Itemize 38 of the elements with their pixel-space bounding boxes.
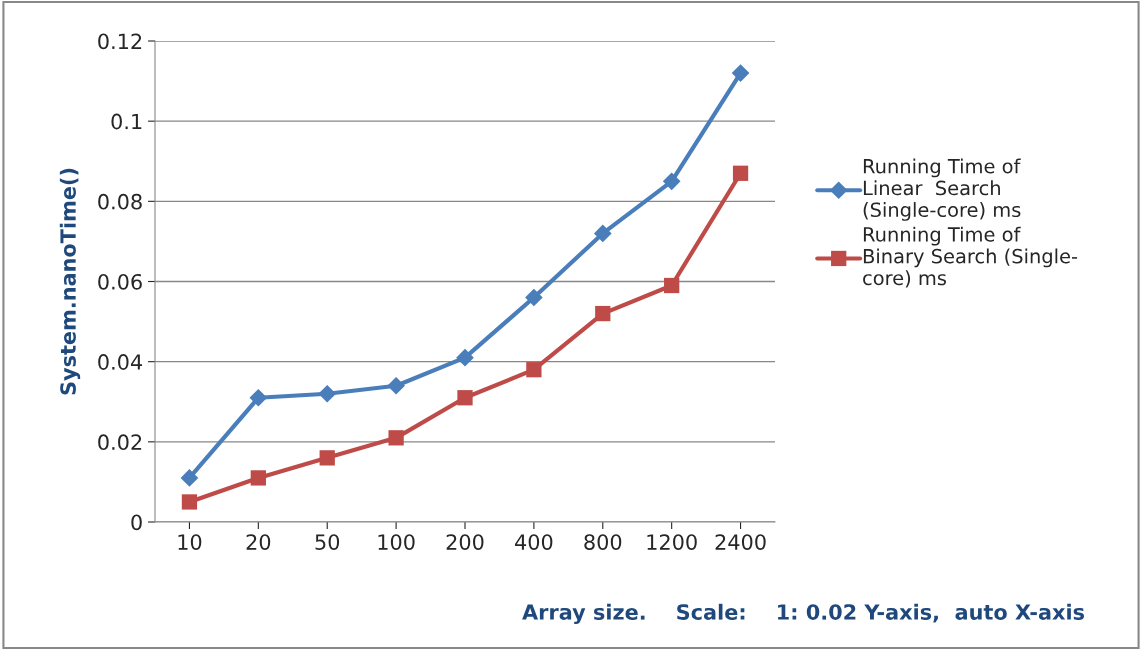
point xyxy=(525,288,543,307)
x-tick-label: 100 xyxy=(378,534,415,550)
point xyxy=(181,494,198,510)
y-tick-label: 0 xyxy=(131,514,142,531)
point xyxy=(250,470,266,486)
y-axis-title: System.nanoTime() xyxy=(59,168,81,395)
y-tick-label: 0.12 xyxy=(98,33,142,50)
x-tick-label: 10 xyxy=(178,534,202,550)
point xyxy=(595,305,611,322)
point xyxy=(180,469,199,487)
point xyxy=(456,348,474,367)
y-tick-label: 0.02 xyxy=(98,434,142,451)
point xyxy=(387,376,405,395)
point xyxy=(318,384,337,403)
point xyxy=(526,362,542,378)
x-axis-title: Array size. Scale: 1: 0.02 Y-axis, auto X-axis xyxy=(522,603,1085,625)
y-tick-label: 0.04 xyxy=(98,354,143,370)
y-tick-label: 0.1 xyxy=(111,113,142,130)
legend-label: Running Time of Binary Search (Single- core) ms xyxy=(863,226,1078,288)
x-tick-label: 800 xyxy=(584,534,622,550)
point xyxy=(593,224,612,243)
point xyxy=(457,390,473,406)
point xyxy=(732,165,749,181)
point xyxy=(664,277,680,294)
x-tick-label: 1200 xyxy=(647,534,697,550)
point xyxy=(249,388,268,407)
x-tick-label: 20 xyxy=(246,534,271,550)
point xyxy=(662,172,681,191)
y-tick-label: 0.06 xyxy=(98,273,142,290)
x-tick-label: 200 xyxy=(446,534,484,550)
x-tick-label: 2400 xyxy=(715,534,766,550)
y-tick-label: 0.08 xyxy=(98,193,142,210)
point xyxy=(319,450,335,466)
point xyxy=(731,64,750,82)
x-tick-label: 400 xyxy=(515,534,553,550)
legend-label: Running Time of Linear Search (Single-core) ms xyxy=(863,158,1021,221)
x-tick-label: 50 xyxy=(315,534,340,550)
point xyxy=(388,430,404,446)
